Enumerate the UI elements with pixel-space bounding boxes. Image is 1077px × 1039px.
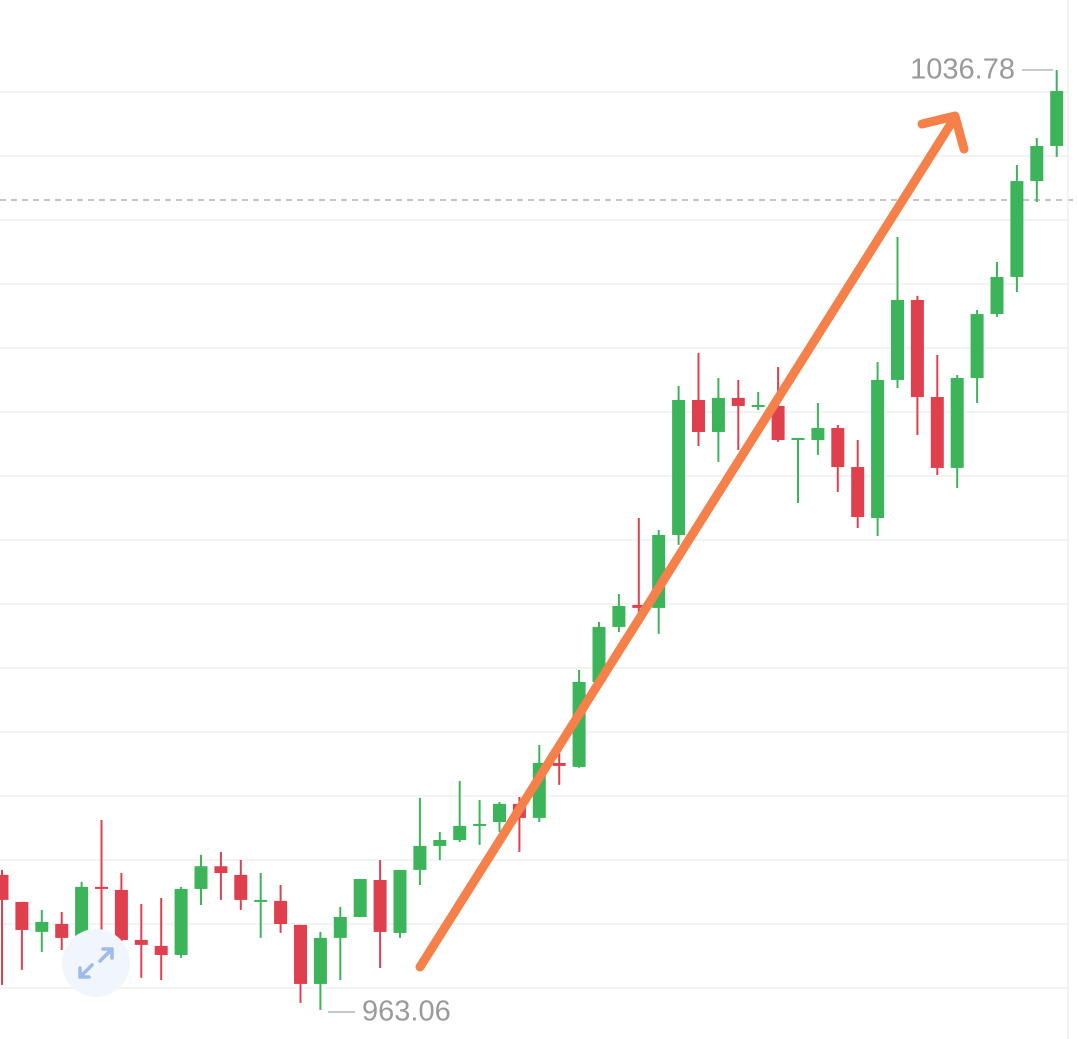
candle-body: [174, 888, 188, 955]
candle-body: [751, 404, 765, 407]
candle-body: [950, 378, 964, 468]
candle-body: [35, 921, 49, 932]
candle-body: [274, 900, 288, 924]
candle-body: [970, 314, 984, 379]
arrow-head: [917, 111, 969, 154]
candle-body: [711, 397, 725, 432]
candles: [0, 69, 1064, 1010]
expand-icon[interactable]: [78, 947, 114, 979]
candle-body: [831, 428, 845, 468]
candle-body: [393, 869, 407, 933]
candle-body: [313, 937, 327, 984]
candle-body: [373, 880, 387, 932]
trend-arrow: [415, 111, 969, 972]
candle-body: [154, 945, 168, 955]
candle-body: [294, 924, 307, 984]
candle-body: [592, 626, 606, 682]
candle-body: [0, 874, 9, 900]
candle-body: [55, 923, 69, 938]
candle-body: [930, 397, 944, 468]
candle-body: [731, 397, 745, 406]
candle-body: [75, 886, 89, 938]
candle-body: [214, 866, 228, 873]
candle-body: [632, 604, 646, 608]
candle-body: [871, 379, 885, 519]
max-price-label: 1036.78: [910, 54, 1015, 86]
candle-body: [194, 866, 208, 889]
candle-body: [771, 405, 785, 441]
candle-body: [473, 823, 487, 826]
candle-body: [851, 467, 865, 518]
candle-body: [1050, 91, 1064, 146]
candle-body: [413, 845, 427, 870]
candle-body: [95, 886, 108, 889]
min-price-label: 963.06: [362, 996, 451, 1028]
arrow-shaft: [415, 117, 957, 972]
expand-button-bg[interactable]: [62, 929, 130, 997]
candle-body: [453, 825, 467, 840]
grid: [0, 91, 1068, 989]
candle-body: [672, 399, 686, 535]
expand-button[interactable]: [62, 929, 130, 997]
candle-body: [1010, 181, 1024, 277]
candle-body: [254, 899, 268, 902]
candle-body: [990, 276, 1004, 315]
candle-body: [234, 874, 248, 900]
candle-body: [114, 889, 128, 940]
candle-body: [433, 839, 447, 846]
candle-body: [333, 916, 347, 938]
candle-body: [15, 901, 29, 930]
candle-body: [791, 437, 805, 441]
candle-body: [1030, 145, 1044, 182]
candle-body: [353, 878, 367, 917]
candle-body: [612, 606, 626, 627]
candle-body: [891, 300, 904, 380]
candle-body: [811, 428, 825, 441]
candle-body: [692, 399, 705, 432]
candle-body: [910, 300, 924, 398]
candle-body: [552, 762, 566, 766]
candle-body: [493, 803, 506, 822]
candle-body: [134, 939, 148, 945]
